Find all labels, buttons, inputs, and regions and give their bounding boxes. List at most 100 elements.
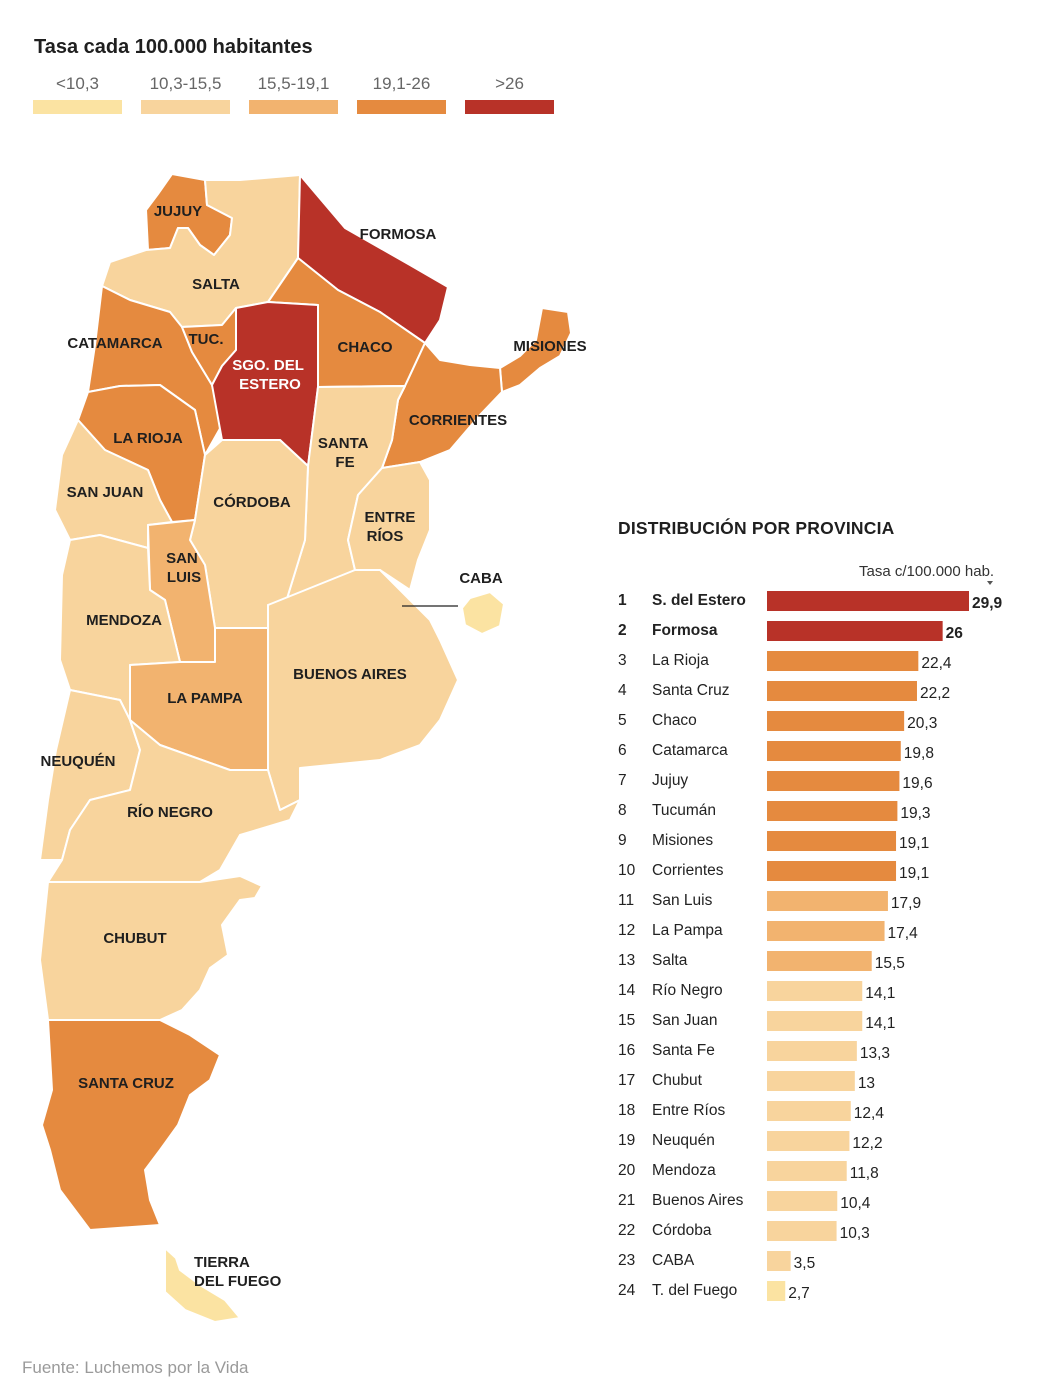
map-label-salta: SALTA xyxy=(192,276,240,293)
ranking-bar xyxy=(767,1071,855,1091)
map-label-chaco: CHACO xyxy=(338,339,393,356)
ranking-province-name: Río Negro xyxy=(652,982,723,999)
map-label-sanluis-line2: LUIS xyxy=(167,569,201,586)
ranking-position: 12 xyxy=(618,922,635,939)
ranking-bar xyxy=(767,1221,837,1241)
province-tierradelfuego[interactable] xyxy=(164,1247,241,1323)
ranking-province-name: Catamarca xyxy=(652,742,728,759)
ranking-value-label: 14,1 xyxy=(865,985,895,1002)
ranking-bar xyxy=(767,891,888,911)
ranking-province-name: Córdoba xyxy=(652,1222,712,1239)
map-label-entrerios: ENTRE RÍOS xyxy=(364,509,419,545)
ranking-value-label: 13,3 xyxy=(860,1045,890,1062)
ranking-province-name: Chubut xyxy=(652,1072,703,1089)
ranking-province-name: CABA xyxy=(652,1252,695,1269)
ranking-value-label: 26 xyxy=(946,625,964,642)
map-label-buenosaires: BUENOS AIRES xyxy=(293,666,407,683)
ranking-value-label: 12,2 xyxy=(852,1135,882,1152)
province-santacruz[interactable] xyxy=(41,1019,221,1231)
ranking-value-label: 22,2 xyxy=(920,685,950,702)
map-label-sanjuan: SAN JUAN xyxy=(67,484,144,501)
map-label-santiago-line2: ESTERO xyxy=(239,376,301,393)
ranking-unit-label: Tasa c/100.000 hab. xyxy=(859,563,995,580)
ranking-value-label: 13 xyxy=(858,1075,875,1092)
province-misiones[interactable] xyxy=(499,307,572,393)
map-label-cordoba: CÓRDOBA xyxy=(213,493,291,511)
ranking-bar xyxy=(767,1011,863,1031)
source-note: Fuente: Luchemos por la Vida xyxy=(22,1358,249,1377)
ranking-bar xyxy=(767,861,897,881)
map-label-catamarca: CATAMARCA xyxy=(67,335,162,352)
ranking-position: 1 xyxy=(618,592,627,609)
legend-label: 19,1-26 xyxy=(372,74,431,93)
ranking-position: 11 xyxy=(618,892,634,909)
ranking-bar xyxy=(767,711,905,731)
map-label-caba: CABA xyxy=(459,570,502,587)
legend-label: >26 xyxy=(495,74,524,93)
map-label-mendoza: MENDOZA xyxy=(86,612,162,629)
legend-swatch xyxy=(33,100,122,114)
ranking-bar xyxy=(767,621,943,641)
legend-label: 10,3-15,5 xyxy=(149,74,222,93)
map-label-tierradelfuego-line1: TIERRA xyxy=(194,1254,250,1271)
ranking-province-name: La Rioja xyxy=(652,652,709,669)
ranking-position: 9 xyxy=(618,832,627,849)
ranking-value-label: 10,3 xyxy=(840,1225,870,1242)
map-label-neuquen: NEUQUÉN xyxy=(40,753,115,770)
ranking-province-name: Santa Cruz xyxy=(652,682,730,699)
map-label-santafe-line2: FE xyxy=(335,454,354,471)
color-legend: <10,3 10,3-15,5 15,5-19,1 19,1-26 >26 xyxy=(33,72,563,122)
ranking-bar xyxy=(767,1161,847,1181)
map-label-sanluis-line1: SAN xyxy=(166,550,198,567)
ranking-value-label: 3,5 xyxy=(794,1255,816,1272)
map-label-jujuy: JUJUY xyxy=(154,203,202,220)
map-label-santiago: SGO. DEL ESTERO xyxy=(232,357,308,393)
province-caba[interactable] xyxy=(461,591,505,635)
ranking-bar xyxy=(767,591,969,611)
ranking-position: 4 xyxy=(618,682,627,699)
province-chubut[interactable] xyxy=(39,875,263,1021)
ranking-province-name: S. del Estero xyxy=(652,592,746,609)
province-entrerios[interactable] xyxy=(347,461,431,591)
ranking-value-label: 2,7 xyxy=(788,1285,810,1302)
ranking-bar xyxy=(767,1041,857,1061)
ranking-bar xyxy=(767,801,898,821)
map-label-santacruz: SANTA CRUZ xyxy=(78,1075,174,1092)
ranking-province-name: San Juan xyxy=(652,1012,718,1029)
ranking-bar xyxy=(767,771,900,791)
ranking-bar xyxy=(767,1101,851,1121)
ranking-position: 19 xyxy=(618,1132,635,1149)
ranking-province-name: Chaco xyxy=(652,712,697,729)
legend-item: 19,1-26 xyxy=(357,72,446,116)
ranking-value-label: 19,3 xyxy=(900,805,930,822)
province-rionegro[interactable] xyxy=(47,719,301,883)
ranking-bar xyxy=(767,1131,850,1151)
ranking-position: 24 xyxy=(618,1282,636,1299)
legend-swatch xyxy=(357,100,446,114)
map-label-santiago-line1: SGO. DEL xyxy=(232,357,304,374)
ranking-title: DISTRIBUCIÓN POR PROVINCIA xyxy=(618,518,895,538)
map-label-tierradelfuego: TIERRA DEL FUEGO xyxy=(194,1254,282,1290)
map-label-corrientes: CORRIENTES xyxy=(409,412,507,429)
ranking-province-name: Misiones xyxy=(652,832,713,849)
ranking-position: 13 xyxy=(618,952,635,969)
map-label-tucuman: TUC. xyxy=(189,331,224,348)
ranking-value-label: 11,8 xyxy=(850,1165,879,1182)
ranking-bar xyxy=(767,951,872,971)
ranking-province-name: Buenos Aires xyxy=(652,1192,744,1209)
ranking-province-name: Jujuy xyxy=(652,772,688,789)
legend-swatch xyxy=(465,100,554,114)
legend-title: Tasa cada 100.000 habitantes xyxy=(34,36,313,58)
legend-label: 15,5-19,1 xyxy=(257,74,330,93)
ranking-bar xyxy=(767,1251,791,1271)
ranking-bar xyxy=(767,1191,838,1211)
map-label-larioja: LA RIOJA xyxy=(113,430,183,447)
ranking-position: 18 xyxy=(618,1102,635,1119)
ranking-province-name: Entre Ríos xyxy=(652,1102,725,1119)
map-label-santafe-line1: SANTA xyxy=(318,435,369,452)
ranking-bar xyxy=(767,651,919,671)
ranking-province-name: Formosa xyxy=(652,622,718,639)
ranking-province-name: Salta xyxy=(652,952,688,969)
map-label-chubut: CHUBUT xyxy=(103,930,166,947)
ranking-province-name: Mendoza xyxy=(652,1162,716,1179)
